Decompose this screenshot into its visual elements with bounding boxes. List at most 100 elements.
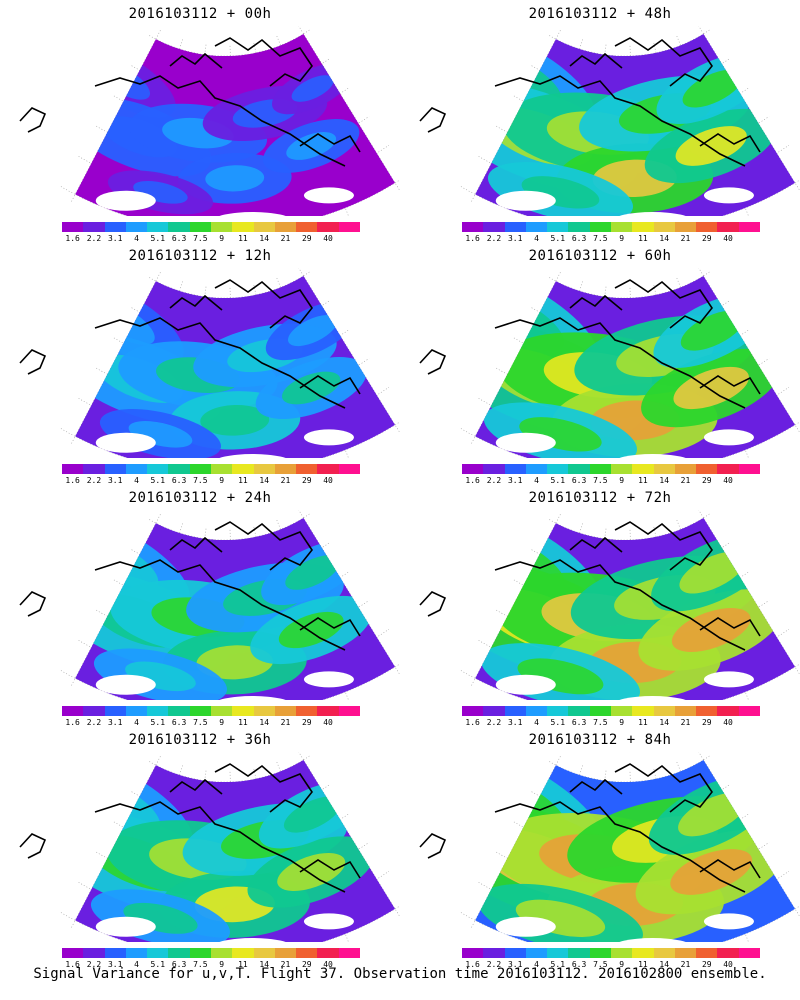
colorbar-swatch [104, 464, 126, 474]
coastlines [419, 763, 761, 893]
colorbar-tick-label: 2.2 [486, 476, 502, 485]
colorbar-swatch [83, 464, 105, 474]
colorbar-tick-label: 14 [259, 960, 270, 969]
colorbar-tick-label: 9 [219, 718, 225, 727]
colorbar-labels: 1.6 2.2 3.1 4 5.1 6.3 7.5 9 11 14 21 29 40 [52, 234, 362, 244]
colorbar-tick-label: 3.1 [507, 234, 523, 243]
colorbar-tick-label: 5.1 [550, 476, 566, 485]
colorbar-swatch [296, 706, 318, 716]
colorbar-swatch [504, 222, 526, 232]
colorbar-tick-label: 14 [659, 718, 670, 727]
colorbar [62, 948, 360, 958]
colorbar [62, 222, 360, 232]
colorbar-swatch [232, 706, 254, 716]
colorbar-swatch [696, 222, 718, 232]
coastlines [419, 37, 761, 167]
colorbar-tick-label: 14 [659, 960, 670, 969]
colorbar-swatch [147, 464, 169, 474]
colorbar-tick-label: 29 [701, 960, 712, 969]
colorbar-swatch [568, 948, 590, 958]
colorbar-tick-label: 21 [680, 234, 691, 243]
colorbar-swatch [568, 464, 590, 474]
colorbar-tick-label: 14 [659, 476, 670, 485]
colorbar-swatch [296, 222, 318, 232]
colorbar-swatch [610, 464, 633, 474]
map-plot [19, 752, 400, 942]
colorbar-swatch [125, 706, 148, 716]
colorbar-swatch [296, 464, 318, 474]
map-panel-36h: 2016103112 + 36h 1.6 2.2 3.1 4 5.1 6.3 7.5 9 11 1… [0, 726, 400, 971]
colorbar-swatch [274, 464, 297, 474]
colorbar-swatch [210, 948, 233, 958]
colorbar-swatch [296, 948, 318, 958]
colorbar [462, 948, 760, 958]
colorbar-tick-label: 5.1 [150, 476, 166, 485]
colorbar-tick-label: 40 [323, 960, 333, 969]
colorbar [62, 464, 360, 474]
colorbar-swatch [232, 948, 254, 958]
map-panel-48h: 2016103112 + 48h 1.6 2.2 3.1 4 5.1 6.3 7.5 9 11 1… [400, 0, 800, 245]
colorbar-tick-label: 11 [238, 960, 248, 969]
colorbar-tick-label: 4 [534, 476, 539, 485]
colorbar-tick-label: 6.3 [171, 476, 187, 485]
colorbar-swatch [568, 222, 590, 232]
map-plot [19, 268, 400, 458]
colorbar-swatch [62, 948, 84, 958]
colorbar-swatch [338, 464, 360, 474]
colorbar-tick-label: 6.3 [571, 718, 587, 727]
colorbar-swatch [525, 706, 548, 716]
colorbar-swatch [738, 222, 760, 232]
colorbar-swatch [274, 222, 297, 232]
colorbar-tick-label: 1.6 [465, 234, 480, 243]
colorbar-tick-label: 11 [238, 476, 248, 485]
coastlines [19, 37, 361, 167]
colorbar-swatch [62, 706, 84, 716]
colorbar-swatch [168, 464, 190, 474]
colorbar-swatch [589, 948, 611, 958]
colorbar-tick-label: 29 [701, 718, 712, 727]
colorbar-swatch [717, 948, 739, 958]
colorbar-swatch [168, 222, 190, 232]
colorbar-swatch [547, 706, 569, 716]
colorbar-tick-label: 40 [723, 718, 733, 727]
colorbar-tick-label: 5.1 [150, 960, 166, 969]
colorbar-labels: 1.6 2.2 3.1 4 5.1 6.3 7.5 9 11 14 21 29 40 [452, 476, 762, 486]
colorbar-tick-label: 11 [238, 718, 248, 727]
colorbar-swatch [653, 222, 675, 232]
colorbar-tick-label: 6.3 [571, 476, 587, 485]
colorbar [462, 222, 760, 232]
colorbar-tick-label: 5.1 [550, 960, 566, 969]
colorbar-tick-label: 14 [259, 234, 270, 243]
coastlines [19, 521, 361, 651]
colorbar-tick-label: 21 [280, 718, 291, 727]
colorbar-tick-label: 9 [219, 234, 225, 243]
panel-title: 2016103112 + 48h [528, 6, 672, 22]
colorbar-swatch [504, 948, 526, 958]
colorbar-swatch [147, 706, 169, 716]
panel-title: 2016103112 + 00h [128, 6, 272, 22]
colorbar-swatch [462, 464, 484, 474]
colorbar-tick-label: 4 [134, 476, 139, 485]
colorbar-tick-label: 6.3 [571, 960, 587, 969]
colorbar-swatch [610, 222, 633, 232]
map-plot [419, 510, 800, 700]
colorbar-tick-label: 4 [134, 960, 139, 969]
colorbar-swatch [338, 222, 360, 232]
colorbar-tick-label: 6.3 [171, 960, 187, 969]
colorbar-swatch [674, 706, 697, 716]
colorbar-swatch [338, 948, 360, 958]
colorbar-tick-label: 9 [619, 476, 625, 485]
colorbar-tick-label: 7.5 [193, 234, 208, 243]
colorbar-swatch [83, 948, 105, 958]
colorbar-tick-label: 3.1 [507, 718, 523, 727]
colorbar-tick-label: 3.1 [107, 718, 123, 727]
colorbar-tick-label: 2.2 [486, 234, 502, 243]
colorbar-tick-label: 14 [259, 718, 270, 727]
colorbar-labels: 1.6 2.2 3.1 4 5.1 6.3 7.5 9 11 14 21 29 40 [452, 960, 762, 970]
colorbar-tick-label: 21 [680, 718, 691, 727]
colorbar-tick-label: 9 [619, 718, 625, 727]
colorbar-labels: 1.6 2.2 3.1 4 5.1 6.3 7.5 9 11 14 21 29 40 [52, 960, 362, 970]
colorbar-swatch [674, 948, 697, 958]
colorbar-tick-label: 11 [238, 234, 248, 243]
colorbar-tick-label: 40 [723, 234, 733, 243]
